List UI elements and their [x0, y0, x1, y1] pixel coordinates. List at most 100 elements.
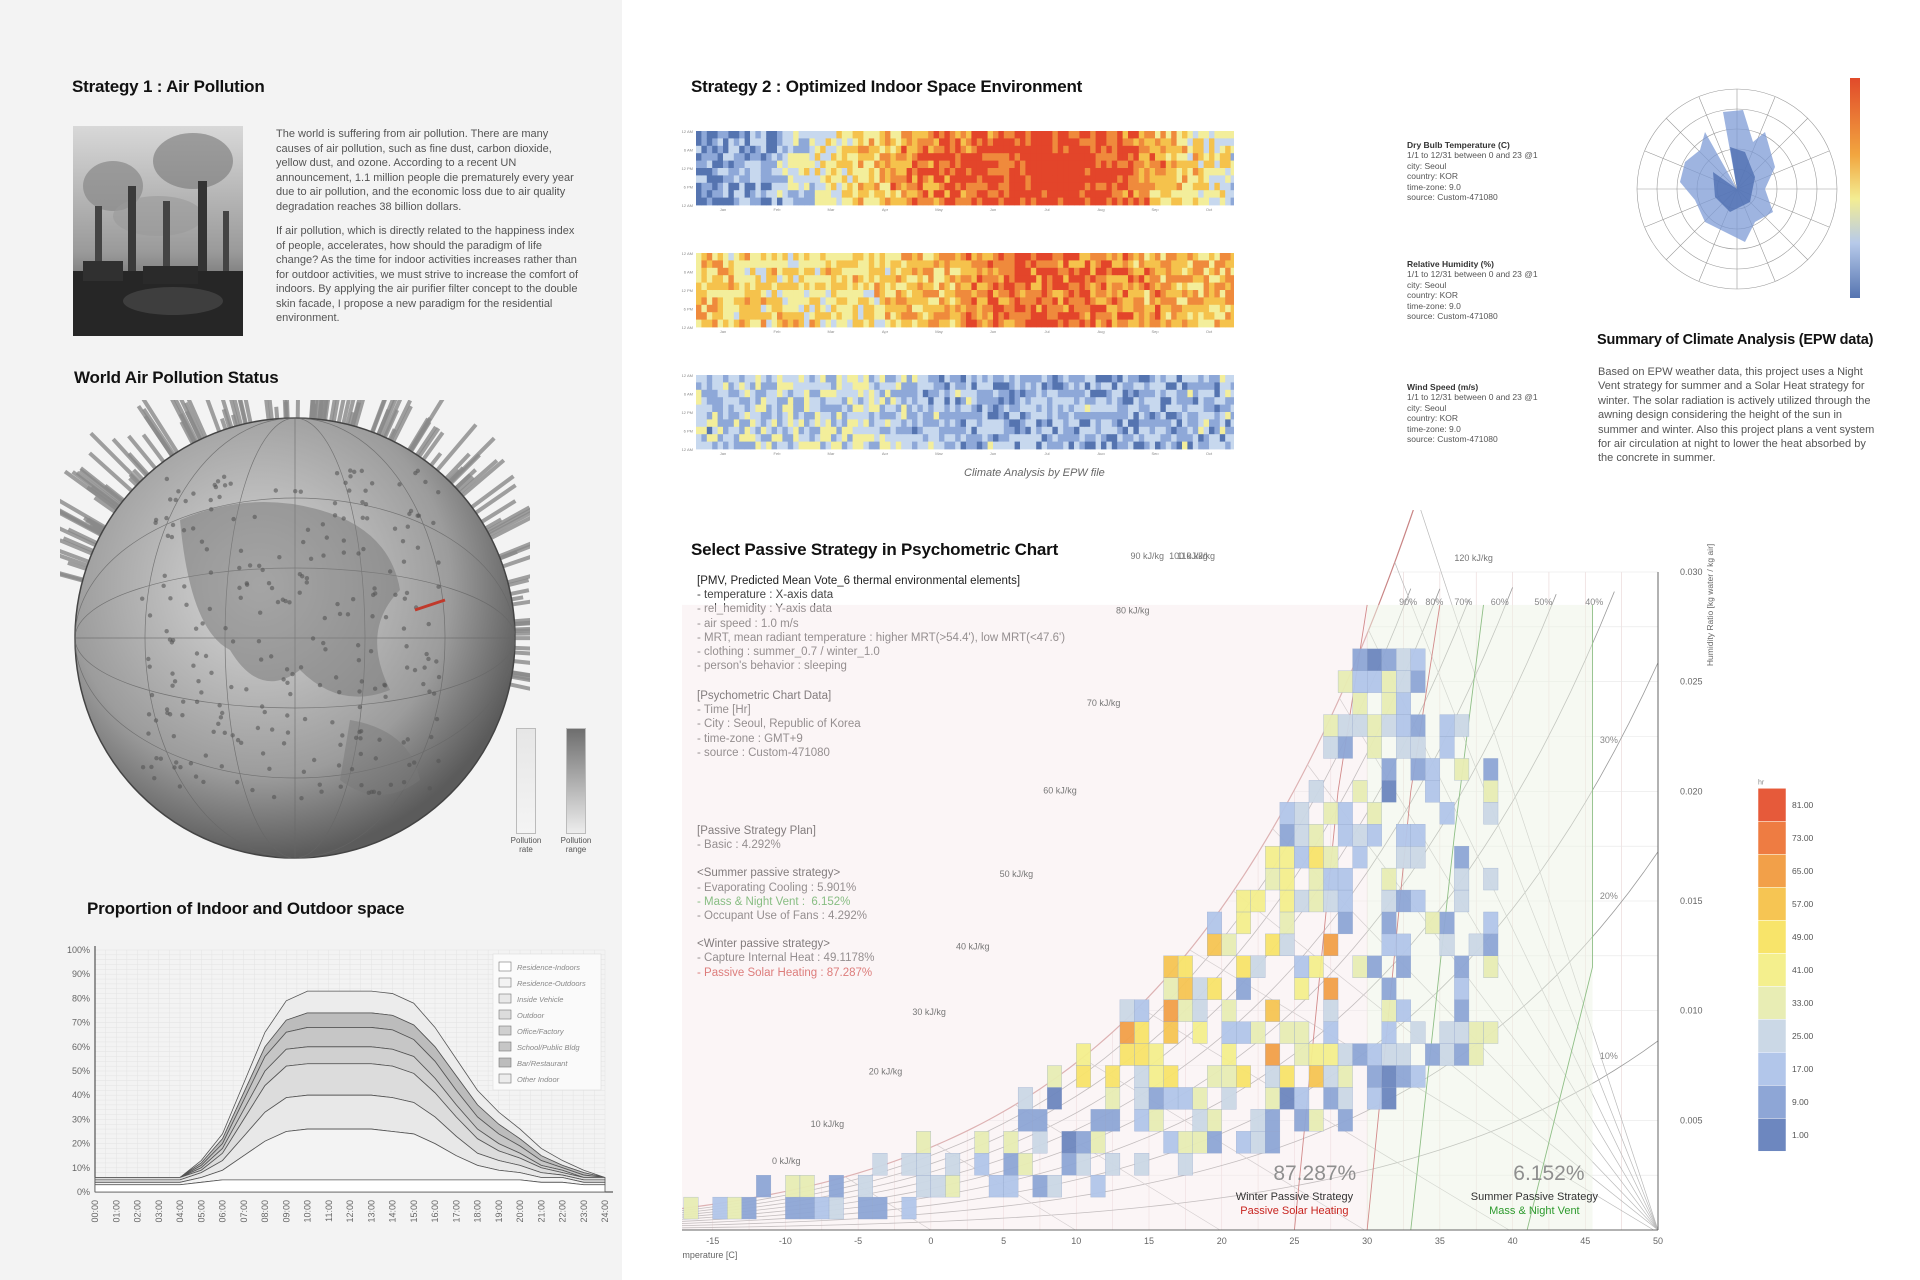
heatmap-cell — [955, 404, 961, 413]
heatmap-cell — [933, 404, 940, 413]
heatmap-cell — [847, 145, 853, 154]
heatmap-cell — [1149, 312, 1156, 320]
heatmap-cell — [744, 175, 751, 184]
psychometric-cell — [1207, 977, 1222, 1000]
heatmap-cell — [901, 434, 907, 442]
heatmap-cell — [1111, 419, 1118, 428]
heatmap-cell — [760, 434, 767, 442]
psychometric-cell — [1236, 889, 1251, 913]
summary-text: Based on EPW weather data, this project … — [1598, 366, 1875, 465]
heatmap-cell — [1074, 145, 1080, 154]
heatmap-cell — [895, 290, 902, 298]
heatmap-cell — [868, 182, 875, 191]
psychometric-cell — [756, 1175, 772, 1198]
heatmap-cell — [717, 182, 724, 191]
heatmap-cell — [955, 160, 961, 169]
heatmap-cell — [1009, 182, 1015, 191]
heatmap-cell — [939, 197, 945, 206]
heatmap-info-2: Relative Humidity (%) 1/1 to 12/31 betwe… — [1407, 259, 1538, 321]
heatmap-cell — [1095, 145, 1102, 154]
heatmap-cell — [874, 290, 880, 298]
heatmap-cell — [701, 312, 708, 320]
heatmap-cell — [755, 297, 762, 306]
heatmap-cell — [955, 382, 961, 391]
heatmap-cell — [1111, 290, 1118, 298]
heatmap-cell — [831, 275, 837, 283]
heatmap-cell — [1160, 138, 1167, 147]
pollution-dot — [330, 720, 335, 725]
strategy1-paragraph-2: If air pollution, which is directly rela… — [276, 225, 579, 324]
heatmap-cell — [858, 312, 864, 320]
heatmap-cell — [1074, 131, 1080, 139]
heatmap-cell — [1182, 153, 1188, 161]
psychometric-cell — [1381, 977, 1397, 1000]
heatmap-cell — [1155, 190, 1161, 198]
heatmap-cell — [1198, 260, 1204, 269]
heatmap-cell — [928, 290, 934, 298]
pollution-spike — [60, 553, 88, 568]
heatmap-cell — [949, 253, 956, 261]
heatmap-cell — [966, 145, 972, 154]
heatmap-cell — [933, 412, 940, 420]
pollution-dot — [377, 737, 382, 742]
heatmap-cell — [733, 168, 740, 176]
heatmap-cell — [1149, 382, 1156, 391]
heatmap-cell — [1165, 397, 1172, 405]
pollution-dot — [222, 483, 228, 488]
heatmap-cell — [841, 182, 848, 191]
pollution-spike — [509, 682, 530, 691]
heatmap-cell — [895, 190, 902, 198]
pollution-spike — [376, 408, 391, 436]
heatmap-cell — [820, 160, 826, 169]
psychometric-cell — [1425, 1043, 1441, 1066]
heatmap-cell — [836, 412, 843, 420]
pollution-spike — [514, 626, 530, 632]
heatmap-cell — [1111, 145, 1118, 154]
heatmap-cell — [939, 426, 945, 435]
heatmap-cell — [728, 397, 735, 405]
heatmap-cell — [1122, 253, 1129, 261]
heatmap-cell — [901, 175, 907, 184]
heatmap-cell — [1036, 404, 1042, 413]
psychometric-cell — [1279, 911, 1295, 935]
heatmap-cell — [820, 304, 826, 313]
heatmap-cell — [836, 441, 843, 450]
heatmap-cell — [863, 131, 870, 139]
legend-label: Bar/Restaurant — [517, 1059, 568, 1068]
heatmap-cell — [1020, 312, 1026, 320]
heatmap-cell — [1052, 145, 1059, 154]
heatmap-cell — [1230, 168, 1234, 176]
heatmap-cell — [771, 175, 778, 184]
heatmap-cell — [971, 182, 978, 191]
psychometric-cell — [1366, 670, 1382, 693]
heatmap-cell — [1095, 412, 1102, 420]
heatmap-cell — [836, 182, 843, 191]
chart-data-item: - Time [Hr] — [697, 704, 751, 717]
heatmap-cell — [793, 282, 799, 291]
heatmap-cell — [798, 275, 805, 283]
heatmap-x-label: Aug — [1097, 207, 1104, 212]
pollution-dot — [194, 651, 200, 656]
heatmap-cell — [1106, 319, 1113, 328]
psychometric-cell — [1410, 824, 1426, 847]
heatmap-cell — [1106, 404, 1113, 413]
heatmap-cell — [809, 382, 816, 391]
heatmap-cell — [874, 375, 880, 383]
heatmap-cell — [944, 131, 951, 139]
heatmap-cell — [1182, 319, 1188, 328]
heatmap-cell — [1214, 253, 1221, 261]
heatmap-cell — [982, 434, 988, 442]
heatmap-cell — [1219, 304, 1226, 313]
heatmap-cell — [874, 382, 880, 391]
heatmap-cell — [836, 138, 843, 147]
heatmap-cell — [787, 404, 794, 413]
heatmap-cell — [1149, 182, 1156, 191]
heatmap-cell — [728, 282, 735, 291]
heatmap-cell — [798, 260, 805, 269]
heatmap-cell — [723, 197, 729, 206]
heatmap-cell — [949, 260, 956, 269]
pollution-dot — [209, 670, 214, 676]
heatmap-cell — [820, 182, 826, 191]
heatmap-cell — [1095, 131, 1102, 139]
heatmap-cell — [1079, 319, 1086, 328]
